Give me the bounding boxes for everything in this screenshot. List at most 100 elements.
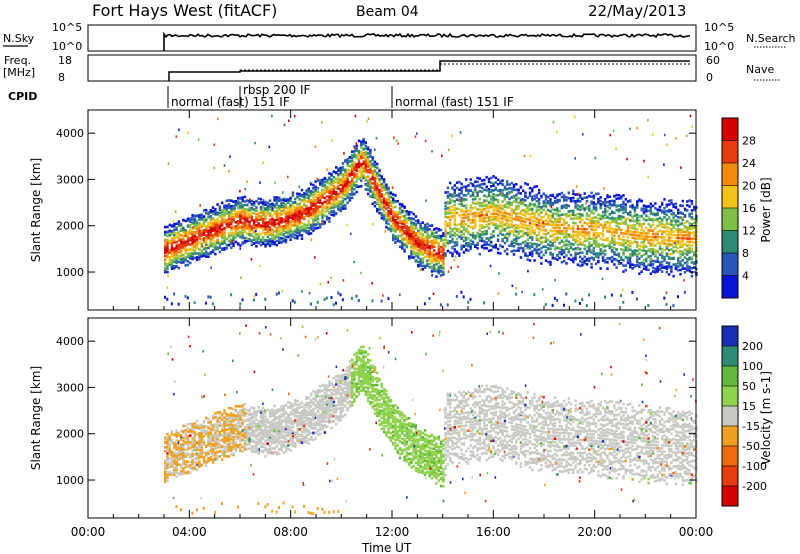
power-cell	[193, 256, 196, 260]
velocity-cell	[166, 463, 169, 466]
power-cell	[487, 237, 491, 240]
power-scatter-cell	[192, 226, 194, 229]
power-cell	[693, 226, 696, 229]
power-cell	[506, 180, 509, 183]
power-cell	[177, 237, 181, 240]
power-cell	[364, 175, 367, 179]
power-cell	[640, 249, 643, 252]
power-cell	[590, 191, 593, 195]
power-cell	[510, 210, 513, 214]
power-cell	[166, 225, 169, 229]
power-cell	[421, 261, 424, 264]
power-cell	[531, 250, 534, 253]
velocity-cell	[193, 439, 196, 442]
power-cell	[462, 204, 466, 208]
power-cell	[170, 244, 174, 247]
power-cell	[622, 202, 625, 206]
power-cell	[624, 229, 627, 233]
power-cell	[182, 259, 185, 262]
power-cell	[305, 229, 308, 233]
power-cell	[348, 160, 352, 163]
power-cell	[410, 233, 413, 236]
power-cell	[574, 299, 577, 303]
power-cell	[519, 235, 523, 238]
power-cell	[446, 196, 450, 199]
power-scatter-cell	[380, 201, 383, 204]
power-cell	[647, 216, 650, 219]
power-cell	[435, 231, 438, 234]
power-cell	[606, 237, 609, 240]
power-cell	[524, 220, 527, 224]
power-cell	[300, 211, 304, 214]
power-cell	[496, 189, 500, 193]
power-scatter-cell	[313, 256, 316, 259]
power-cell	[519, 219, 523, 222]
power-cell	[225, 247, 228, 250]
power-cell	[446, 239, 450, 243]
power-cell	[180, 251, 183, 254]
power-cell	[182, 253, 185, 257]
power-cell	[494, 198, 497, 201]
power-cell	[396, 217, 399, 220]
power-cell	[296, 234, 299, 238]
power-cell	[563, 230, 566, 233]
power-cell	[654, 267, 657, 270]
power-cell	[574, 234, 577, 237]
power-scatter-cell	[248, 198, 251, 201]
power-cell	[421, 246, 424, 249]
power-cell	[631, 224, 634, 227]
power-cell	[193, 225, 196, 228]
power-cell	[218, 231, 222, 234]
power-cell	[241, 203, 244, 207]
power-cell	[674, 202, 678, 206]
power-cell	[218, 246, 222, 249]
power-cell	[572, 248, 575, 251]
y-tick-label: 2000	[56, 220, 84, 233]
power-cell	[478, 219, 481, 223]
power-cell	[496, 200, 500, 204]
power-cell	[533, 223, 536, 226]
power-cell	[421, 268, 424, 271]
power-cell	[353, 176, 356, 179]
power-cell	[414, 219, 418, 223]
power-cell	[610, 220, 614, 224]
power-cell	[636, 258, 639, 261]
power-cell	[526, 206, 529, 210]
power-cell	[414, 215, 418, 218]
power-cell	[175, 253, 178, 257]
power-scatter-cell	[327, 281, 329, 284]
power-cell	[205, 243, 208, 246]
power-cell	[378, 190, 381, 194]
power-cell	[437, 247, 440, 251]
power-cell	[610, 248, 614, 252]
power-cell	[485, 213, 488, 216]
power-cell	[453, 191, 456, 195]
power-cell	[547, 216, 550, 219]
power-cell	[654, 218, 657, 222]
power-cell	[241, 223, 244, 227]
velocity-cell	[186, 439, 190, 443]
power-cell	[683, 221, 687, 224]
power-cell	[574, 222, 577, 225]
power-cell	[325, 209, 329, 212]
velocity-cell	[177, 455, 181, 459]
power-cell	[401, 215, 404, 218]
power-cell	[357, 139, 361, 143]
power-cell	[243, 217, 247, 221]
power-cell	[221, 248, 224, 251]
power-cell	[405, 217, 409, 220]
power-cell	[471, 226, 475, 230]
power-cell	[271, 217, 274, 221]
power-cell	[494, 176, 497, 180]
power-scatter-cell	[354, 114, 357, 118]
power-cell	[462, 198, 466, 201]
power-cell	[355, 156, 358, 160]
power-cell	[563, 248, 566, 252]
nsky-trace	[163, 31, 691, 51]
power-cell	[360, 150, 363, 153]
power-cell	[615, 197, 618, 200]
power-cell	[563, 221, 566, 224]
power-cell	[289, 228, 292, 232]
power-cell	[560, 260, 564, 264]
power-cell	[574, 238, 577, 241]
